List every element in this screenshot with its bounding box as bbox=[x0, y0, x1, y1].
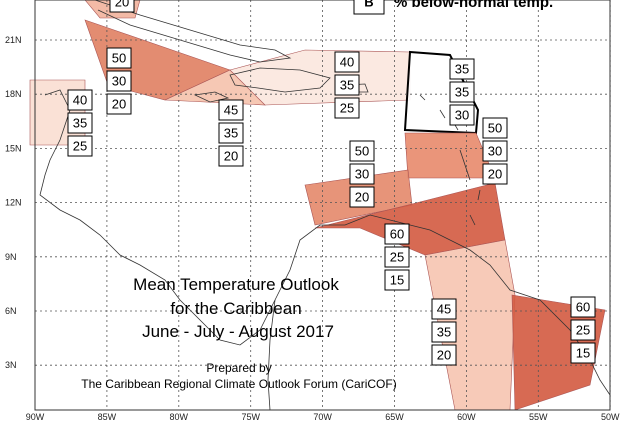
probability-box bbox=[67, 112, 93, 134]
probability-box bbox=[570, 342, 596, 364]
probability-value: 50 bbox=[112, 50, 126, 65]
lon-label: 75W bbox=[241, 412, 260, 422]
probability-box bbox=[218, 122, 244, 144]
outlook-region bbox=[424, 239, 516, 411]
probability-value: 20 bbox=[488, 166, 502, 181]
probability-value: 20 bbox=[112, 96, 126, 111]
probability-value: 60 bbox=[390, 226, 404, 241]
probability-value: 35 bbox=[455, 61, 469, 76]
lat-label: 18N bbox=[5, 89, 22, 99]
probability-box bbox=[334, 74, 360, 96]
probability-value: 35 bbox=[73, 115, 87, 130]
probability-value: 35 bbox=[437, 324, 451, 339]
probability-box bbox=[570, 296, 596, 318]
probability-box bbox=[482, 117, 508, 139]
probability-value: 35 bbox=[455, 84, 469, 99]
probability-value: 40 bbox=[73, 92, 87, 107]
probability-value: 50 bbox=[355, 143, 369, 158]
probability-box bbox=[431, 298, 457, 320]
probability-value: 15 bbox=[390, 272, 404, 287]
probability-value: 25 bbox=[340, 100, 354, 115]
probability-box bbox=[431, 344, 457, 366]
lon-label: 65W bbox=[385, 412, 404, 422]
probability-box bbox=[570, 319, 596, 341]
probability-value: 30 bbox=[112, 73, 126, 88]
lon-label: 50W bbox=[601, 412, 620, 422]
probability-value: 45 bbox=[224, 102, 238, 117]
probability-value: 15 bbox=[576, 345, 590, 360]
probability-box bbox=[334, 51, 360, 73]
probability-box bbox=[482, 163, 508, 185]
probability-box bbox=[106, 47, 132, 69]
legend-box bbox=[353, 0, 385, 15]
map-frame bbox=[34, 0, 611, 411]
probability-value: 35 bbox=[224, 125, 238, 140]
probability-value: 30 bbox=[488, 143, 502, 158]
probability-value: 25 bbox=[576, 322, 590, 337]
probability-value: 35 bbox=[340, 77, 354, 92]
probability-box bbox=[384, 246, 410, 268]
probability-box bbox=[106, 70, 132, 92]
probability-value: 25 bbox=[390, 249, 404, 264]
probability-box bbox=[384, 223, 410, 245]
probability-value: 60 bbox=[576, 299, 590, 314]
lon-label: 85W bbox=[98, 412, 117, 422]
credit-line: The Caribbean Regional Climate Outlook F… bbox=[81, 377, 396, 391]
probability-value: 20 bbox=[355, 189, 369, 204]
lat-label: 15N bbox=[5, 143, 22, 153]
probability-box bbox=[482, 140, 508, 162]
probability-box bbox=[218, 99, 244, 121]
lat-label: 6N bbox=[5, 306, 17, 316]
lat-label: 21N bbox=[5, 35, 22, 45]
probability-box bbox=[449, 58, 475, 80]
probability-box bbox=[67, 135, 93, 157]
lon-label: 55W bbox=[529, 412, 548, 422]
probability-value: 20 bbox=[437, 347, 451, 362]
legend-letter: B bbox=[364, 0, 373, 9]
title-line: June - July - August 2017 bbox=[142, 322, 334, 341]
probability-box bbox=[106, 93, 132, 115]
lat-label: 3N bbox=[5, 360, 17, 370]
probability-box bbox=[384, 269, 410, 291]
probability-box bbox=[349, 186, 375, 208]
title-line: Mean Temperature Outlook bbox=[133, 275, 339, 294]
probability-box bbox=[349, 163, 375, 185]
lon-label: 90W bbox=[26, 412, 45, 422]
lat-label: 12N bbox=[5, 198, 22, 208]
probability-box bbox=[449, 104, 475, 126]
credit-line: Prepared by bbox=[206, 361, 271, 375]
probability-value: 50 bbox=[488, 120, 502, 135]
probability-box bbox=[218, 145, 244, 167]
probability-box bbox=[109, 0, 135, 13]
probability-value: 45 bbox=[437, 301, 451, 316]
probability-box bbox=[449, 81, 475, 103]
lon-label: 70W bbox=[313, 412, 332, 422]
coastlines bbox=[39, 0, 611, 411]
lat-label: 9N bbox=[5, 252, 17, 262]
probability-box bbox=[349, 140, 375, 162]
lon-label: 80W bbox=[170, 412, 189, 422]
probability-value: 20 bbox=[115, 0, 129, 9]
probability-box bbox=[67, 89, 93, 111]
probability-box bbox=[431, 321, 457, 343]
probability-value: 30 bbox=[455, 107, 469, 122]
title-line: for the Caribbean bbox=[170, 299, 301, 318]
probability-box bbox=[334, 97, 360, 119]
probability-value: 40 bbox=[340, 54, 354, 69]
probability-value: 30 bbox=[355, 166, 369, 181]
legend-text: % below-normal temp. bbox=[394, 0, 553, 11]
probability-value: 25 bbox=[73, 138, 87, 153]
lon-label: 60W bbox=[457, 412, 476, 422]
probability-value: 20 bbox=[224, 148, 238, 163]
